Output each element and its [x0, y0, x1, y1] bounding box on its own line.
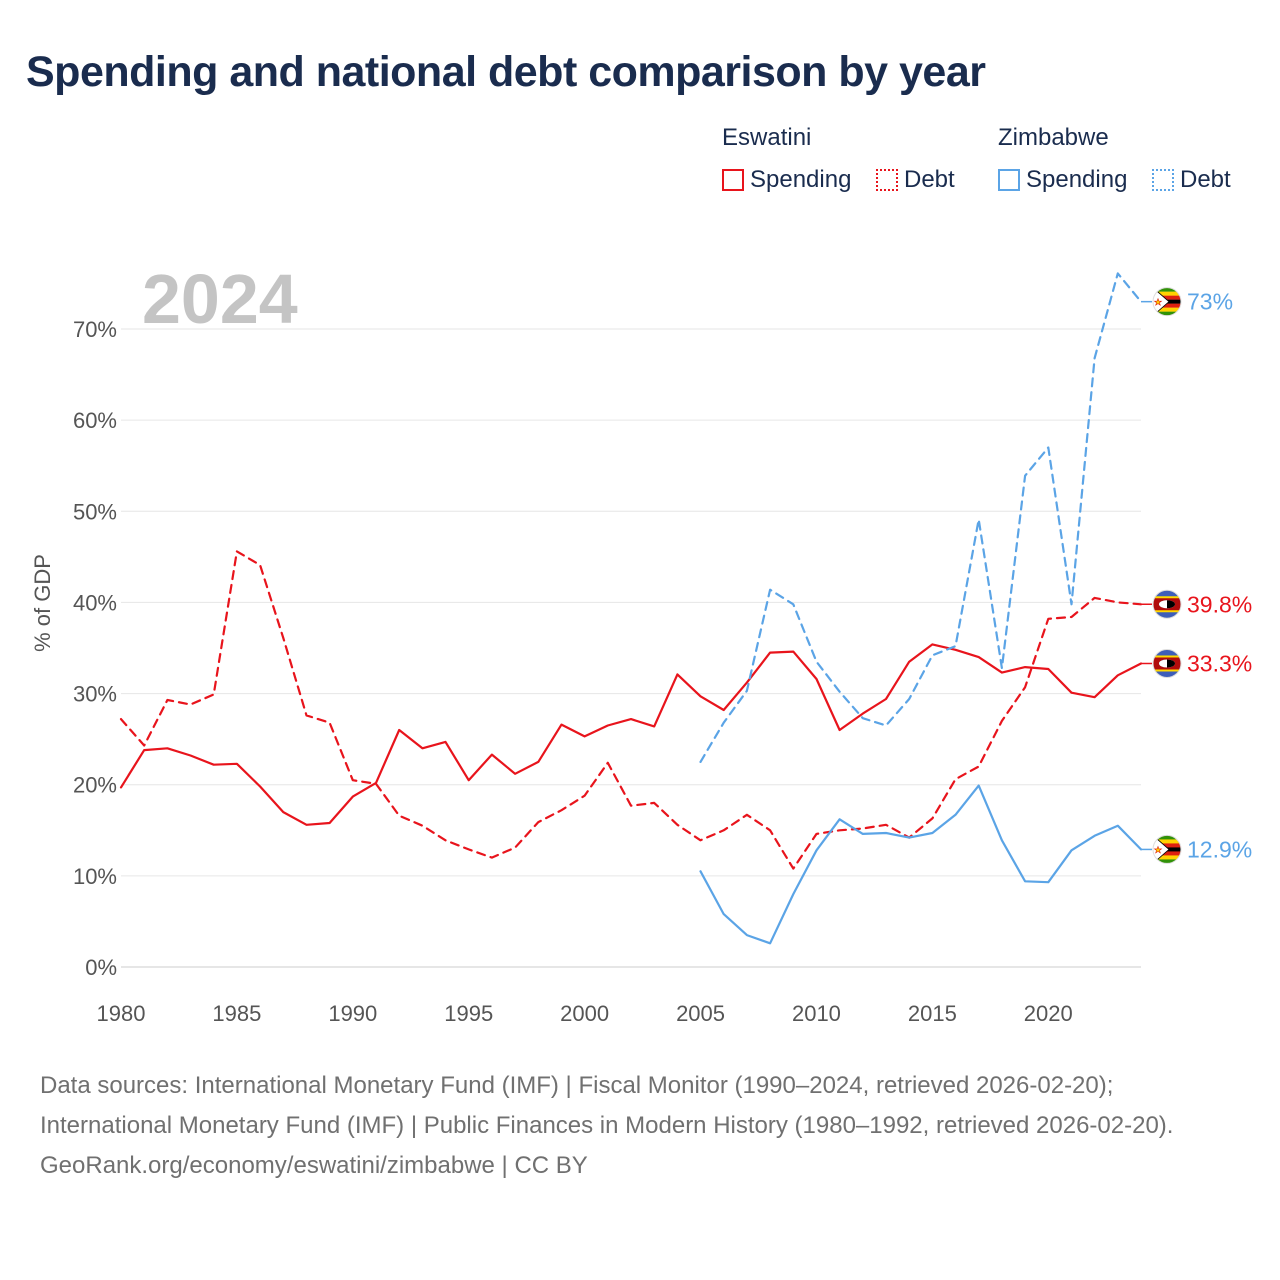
legend-item-eswatini-spending[interactable]: Spending	[722, 166, 851, 194]
y-tick-label: 70%	[73, 317, 117, 342]
y-tick-label: 30%	[73, 682, 117, 707]
credit-link[interactable]: GeoRank.org/economy/eswatini/zimbabwe | …	[40, 1152, 588, 1179]
legend-label: Debt	[1180, 166, 1231, 193]
series-lines	[119, 272, 1143, 945]
legend-item-zimbabwe-debt[interactable]: Debt	[1152, 166, 1231, 194]
end-labels: 33.3% 39.8% 12.9% 73%	[1141, 287, 1252, 864]
legend-item-eswatini-debt[interactable]: Debt	[876, 166, 955, 194]
y-tick-label: 50%	[73, 499, 117, 524]
legend-label: Spending	[1026, 166, 1128, 193]
legend-label: Debt	[904, 166, 955, 193]
x-axis-ticks: 1980 1985 1990 1995 2000 2005 2010 2015 2020	[97, 1001, 1073, 1026]
x-tick-label: 1980	[97, 1001, 146, 1026]
y-axis-label: % of GDP	[30, 554, 55, 652]
x-tick-label: 1985	[212, 1001, 261, 1026]
legend-swatch-solid	[998, 169, 1020, 191]
zimbabwe-flag-icon	[1152, 287, 1182, 317]
zimbabwe-flag-icon	[1152, 834, 1182, 864]
end-value-label: 12.9%	[1187, 836, 1252, 862]
y-tick-label: 40%	[73, 590, 117, 615]
y-axis-ticks: 0% 10% 20% 30% 40% 50% 60% 70%	[73, 317, 117, 980]
series-line-zimbabwe-debt	[699, 272, 1143, 764]
x-tick-label: 2000	[560, 1001, 609, 1026]
eswatini-flag-icon	[1152, 648, 1182, 678]
data-sources: Data sources: International Monetary Fun…	[40, 1072, 1174, 1139]
legend-country-zimbabwe: Zimbabwe	[998, 124, 1109, 151]
eswatini-flag-icon	[1152, 589, 1182, 619]
x-tick-label: 2005	[676, 1001, 725, 1026]
line-chart: 0% 10% 20% 30% 40% 50% 60% 70% 1980 1985 1990 1995…	[30, 260, 1252, 1026]
legend-swatch-dotted	[876, 169, 898, 191]
x-tick-label: 2020	[1024, 1001, 1073, 1026]
legend-item-zimbabwe-spending[interactable]: Spending	[998, 166, 1127, 194]
y-tick-label: 60%	[73, 408, 117, 433]
y-tick-label: 20%	[73, 773, 117, 798]
end-value-label: 39.8%	[1187, 591, 1252, 617]
x-tick-label: 1995	[444, 1001, 493, 1026]
x-tick-label: 1990	[328, 1001, 377, 1026]
legend-swatch-solid	[722, 169, 744, 191]
series-line-eswatini-spending	[119, 643, 1143, 826]
series-line-eswatini-debt	[119, 550, 1143, 870]
gridlines	[121, 328, 1141, 968]
legend-country-eswatini: Eswatini	[722, 124, 812, 151]
footer: Data sources: International Monetary Fun…	[40, 1066, 1240, 1186]
y-tick-label: 0%	[85, 955, 117, 980]
legend-swatch-dotted	[1152, 169, 1174, 191]
year-watermark: 2024	[142, 260, 298, 338]
chart-title: Spending and national debt comparison by…	[26, 48, 986, 96]
end-value-label: 73%	[1187, 289, 1233, 315]
x-tick-label: 2010	[792, 1001, 841, 1026]
end-value-label: 33.3%	[1187, 650, 1252, 676]
legend-label: Spending	[750, 166, 852, 193]
x-tick-label: 2015	[908, 1001, 957, 1026]
y-tick-label: 10%	[73, 864, 117, 889]
series-line-zimbabwe-spending	[699, 784, 1143, 945]
